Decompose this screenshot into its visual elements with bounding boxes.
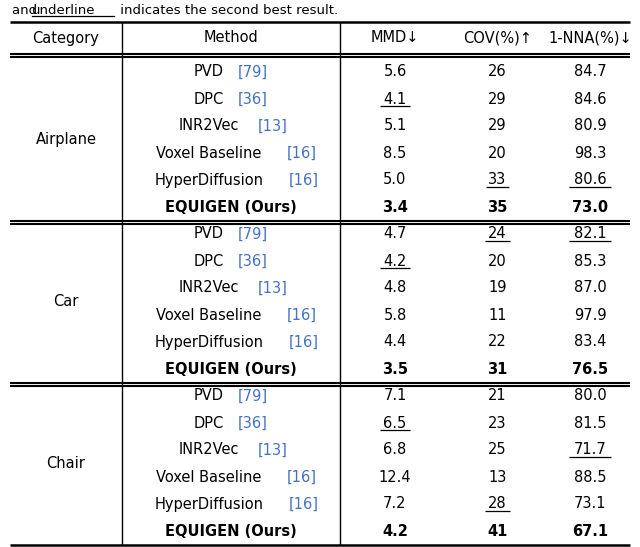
Text: 26: 26: [488, 65, 507, 79]
Text: and: and: [12, 4, 42, 18]
Text: [16]: [16]: [287, 146, 317, 160]
Text: [13]: [13]: [258, 443, 287, 457]
Text: PVD: PVD: [194, 65, 224, 79]
Text: COV(%)↑: COV(%)↑: [463, 31, 532, 45]
Text: 80.0: 80.0: [573, 388, 606, 404]
Text: 4.8: 4.8: [383, 281, 406, 295]
Text: 7.2: 7.2: [383, 497, 407, 511]
Text: 24: 24: [488, 226, 507, 241]
Text: [16]: [16]: [289, 335, 319, 350]
Text: 71.7: 71.7: [573, 443, 606, 457]
Text: Method: Method: [204, 31, 259, 45]
Text: EQUIGEN (Ours): EQUIGEN (Ours): [165, 523, 297, 538]
Text: [79]: [79]: [238, 388, 268, 404]
Text: 5.8: 5.8: [383, 307, 406, 323]
Text: Voxel Baseline: Voxel Baseline: [156, 307, 262, 323]
Text: 87.0: 87.0: [573, 281, 606, 295]
Text: INR2Vec: INR2Vec: [179, 119, 239, 133]
Text: 5.6: 5.6: [383, 65, 406, 79]
Text: [13]: [13]: [258, 119, 287, 133]
Text: 81.5: 81.5: [573, 416, 606, 430]
Text: DPC: DPC: [194, 253, 224, 269]
Text: Car: Car: [53, 294, 79, 309]
Text: 35: 35: [487, 200, 508, 214]
Text: DPC: DPC: [194, 416, 224, 430]
Text: [16]: [16]: [289, 497, 319, 511]
Text: [16]: [16]: [289, 172, 319, 188]
Text: 19: 19: [488, 281, 507, 295]
Text: 73.0: 73.0: [572, 200, 608, 214]
Text: 67.1: 67.1: [572, 523, 608, 538]
Text: underline: underline: [32, 4, 95, 18]
Text: 20: 20: [488, 146, 507, 160]
Text: 23: 23: [488, 416, 507, 430]
Text: 97.9: 97.9: [573, 307, 606, 323]
Text: [13]: [13]: [258, 281, 287, 295]
Text: 29: 29: [488, 119, 507, 133]
Text: [79]: [79]: [238, 226, 268, 241]
Text: 6.8: 6.8: [383, 443, 406, 457]
Text: 80.6: 80.6: [573, 172, 606, 188]
Text: 1-NNA(%)↓: 1-NNA(%)↓: [548, 31, 632, 45]
Text: PVD: PVD: [194, 226, 224, 241]
Text: HyperDiffusion: HyperDiffusion: [155, 335, 264, 350]
Text: [79]: [79]: [238, 65, 268, 79]
Text: [36]: [36]: [238, 91, 268, 107]
Text: 88.5: 88.5: [573, 469, 606, 485]
Text: 4.1: 4.1: [383, 91, 406, 107]
Text: 8.5: 8.5: [383, 146, 406, 160]
Text: 25: 25: [488, 443, 507, 457]
Text: 12.4: 12.4: [379, 469, 412, 485]
Text: PVD: PVD: [194, 388, 224, 404]
Text: 80.9: 80.9: [573, 119, 606, 133]
Text: 76.5: 76.5: [572, 362, 608, 376]
Text: 4.4: 4.4: [383, 335, 406, 350]
Text: 41: 41: [487, 523, 508, 538]
Text: Voxel Baseline: Voxel Baseline: [156, 469, 262, 485]
Text: 33: 33: [488, 172, 507, 188]
Text: 82.1: 82.1: [573, 226, 606, 241]
Text: HyperDiffusion: HyperDiffusion: [155, 172, 264, 188]
Text: INR2Vec: INR2Vec: [179, 443, 239, 457]
Text: 84.7: 84.7: [573, 65, 606, 79]
Text: 20: 20: [488, 253, 507, 269]
Text: 83.4: 83.4: [574, 335, 606, 350]
Text: 28: 28: [488, 497, 507, 511]
Text: 31: 31: [487, 362, 508, 376]
Text: 5.1: 5.1: [383, 119, 406, 133]
Text: DPC: DPC: [194, 91, 224, 107]
Text: 21: 21: [488, 388, 507, 404]
Text: 98.3: 98.3: [574, 146, 606, 160]
Text: Airplane: Airplane: [35, 132, 97, 147]
Text: indicates the second best result.: indicates the second best result.: [116, 4, 338, 18]
Text: INR2Vec: INR2Vec: [179, 281, 239, 295]
Text: 13: 13: [488, 469, 507, 485]
Text: MMD↓: MMD↓: [371, 31, 419, 45]
Text: 4.7: 4.7: [383, 226, 406, 241]
Text: Voxel Baseline: Voxel Baseline: [156, 146, 262, 160]
Text: 4.2: 4.2: [382, 523, 408, 538]
Text: 6.5: 6.5: [383, 416, 406, 430]
Text: EQUIGEN (Ours): EQUIGEN (Ours): [165, 200, 297, 214]
Text: Chair: Chair: [47, 456, 85, 471]
Text: 84.6: 84.6: [573, 91, 606, 107]
Text: [36]: [36]: [238, 253, 268, 269]
Text: 29: 29: [488, 91, 507, 107]
Text: EQUIGEN (Ours): EQUIGEN (Ours): [165, 362, 297, 376]
Text: Category: Category: [33, 31, 99, 45]
Text: 22: 22: [488, 335, 507, 350]
Text: 73.1: 73.1: [573, 497, 606, 511]
Text: HyperDiffusion: HyperDiffusion: [155, 497, 264, 511]
Text: [16]: [16]: [287, 469, 317, 485]
Text: [16]: [16]: [287, 307, 317, 323]
Text: 4.2: 4.2: [383, 253, 406, 269]
Text: 3.4: 3.4: [382, 200, 408, 214]
Text: 7.1: 7.1: [383, 388, 406, 404]
Text: 3.5: 3.5: [382, 362, 408, 376]
Text: 5.0: 5.0: [383, 172, 406, 188]
Text: [36]: [36]: [238, 416, 268, 430]
Text: 11: 11: [488, 307, 507, 323]
Text: 85.3: 85.3: [574, 253, 606, 269]
